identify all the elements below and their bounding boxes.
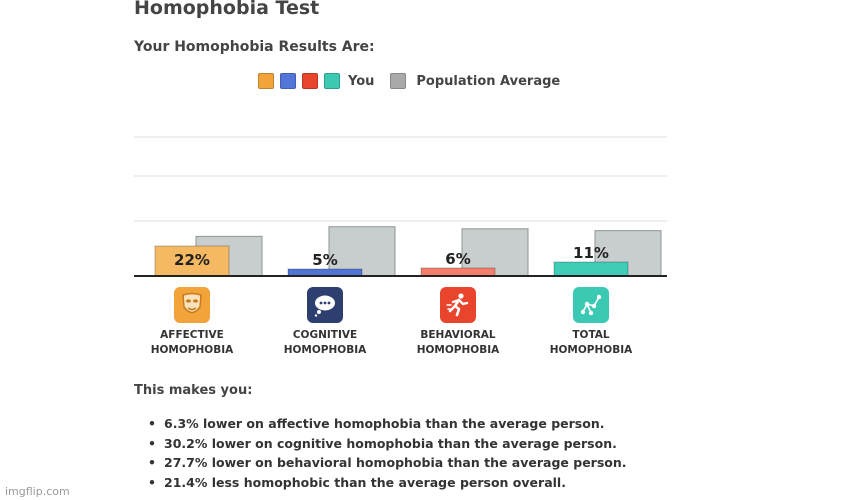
- population-bar: [328, 226, 396, 277]
- bar-chart: 22% 5% 6% 11%: [134, 136, 667, 277]
- legend-swatch-behavioral: [302, 73, 318, 89]
- makes-you-heading: This makes you:: [134, 383, 253, 398]
- category-label-cognitive: COGNITIVE HOMOPHOBIA: [265, 328, 385, 358]
- you-bar: [553, 261, 629, 277]
- legend-swatch-affective: [258, 73, 274, 89]
- you-bar: [420, 267, 496, 277]
- legend-swatch-population: [390, 73, 407, 89]
- category-label-affective: AFFECTIVE HOMOPHOBIA: [132, 328, 252, 358]
- page-title: Homophobia Test: [134, 0, 320, 19]
- you-value-label: 5%: [312, 251, 337, 269]
- mask-icon: [174, 287, 210, 323]
- category-label-behavioral: BEHAVIORAL HOMOPHOBIA: [398, 328, 518, 358]
- legend-you-label: You: [348, 73, 375, 89]
- results-list: 6.3% lower on affective homophobia than …: [148, 414, 627, 493]
- legend-population-label: Population Average: [416, 73, 561, 89]
- legend-swatch-cognitive: [280, 73, 296, 89]
- category-label-line: HOMOPHOBIA: [283, 344, 367, 356]
- legend-swatch-total: [324, 73, 340, 89]
- result-item-behavioral: 27.7% lower on behavioral homophobia tha…: [148, 453, 627, 473]
- category-label-line: BEHAVIORAL: [420, 329, 496, 341]
- category-label-line: HOMOPHOBIA: [150, 344, 234, 356]
- you-bar: [287, 268, 363, 277]
- running-person-icon: [440, 287, 476, 323]
- category-label-line: HOMOPHOBIA: [416, 344, 500, 356]
- results-subtitle: Your Homophobia Results Are:: [134, 39, 375, 55]
- you-value-label: 6%: [445, 250, 470, 268]
- category-label-total: TOTAL HOMOPHOBIA: [531, 328, 651, 358]
- category-label-line: TOTAL: [572, 329, 610, 341]
- network-icon: [573, 287, 609, 323]
- imgflip-watermark: imgflip.com: [5, 485, 70, 498]
- result-item-cognitive: 30.2% lower on cognitive homophobia than…: [148, 434, 627, 454]
- category-label-line: AFFECTIVE: [160, 329, 224, 341]
- you-value-label: 22%: [174, 251, 210, 269]
- thought-bubble-icon: [307, 287, 343, 323]
- chart-legend: You Population Average: [258, 72, 560, 90]
- category-label-line: COGNITIVE: [292, 329, 358, 341]
- you-bar: [154, 245, 230, 277]
- category-label-line: HOMOPHOBIA: [549, 344, 633, 356]
- result-item-total: 21.4% less homophobic than the average p…: [148, 473, 627, 493]
- result-item-affective: 6.3% lower on affective homophobia than …: [148, 414, 627, 434]
- you-value-label: 11%: [573, 244, 609, 262]
